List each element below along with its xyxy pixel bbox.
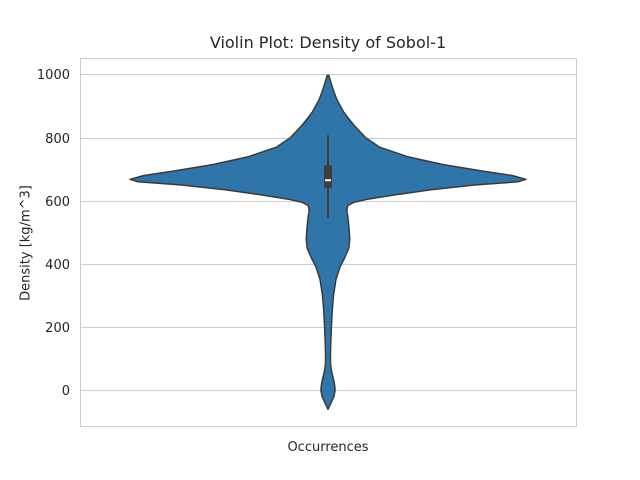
y-tick-label-1000: 1000 bbox=[37, 68, 70, 83]
chart-title: Violin Plot: Density of Sobol-1 bbox=[209, 33, 447, 52]
y-tick-label-200: 200 bbox=[45, 321, 70, 336]
iqr-box bbox=[324, 165, 332, 189]
y-axis-label: Density [kg/m^3] bbox=[18, 185, 34, 301]
plot-area-border bbox=[80, 58, 577, 427]
y-tick-label-800: 800 bbox=[45, 132, 70, 147]
inner-box-plot bbox=[324, 135, 332, 219]
y-tick-labels: 0 200 400 600 800 1000 bbox=[37, 68, 70, 399]
violin-series bbox=[129, 74, 527, 411]
y-tick-label-400: 400 bbox=[45, 258, 70, 273]
y-tick-label-600: 600 bbox=[45, 195, 70, 210]
y-tick-label-0: 0 bbox=[62, 384, 70, 399]
violin-body bbox=[129, 74, 527, 411]
x-axis-label: Occurrences bbox=[287, 440, 369, 455]
